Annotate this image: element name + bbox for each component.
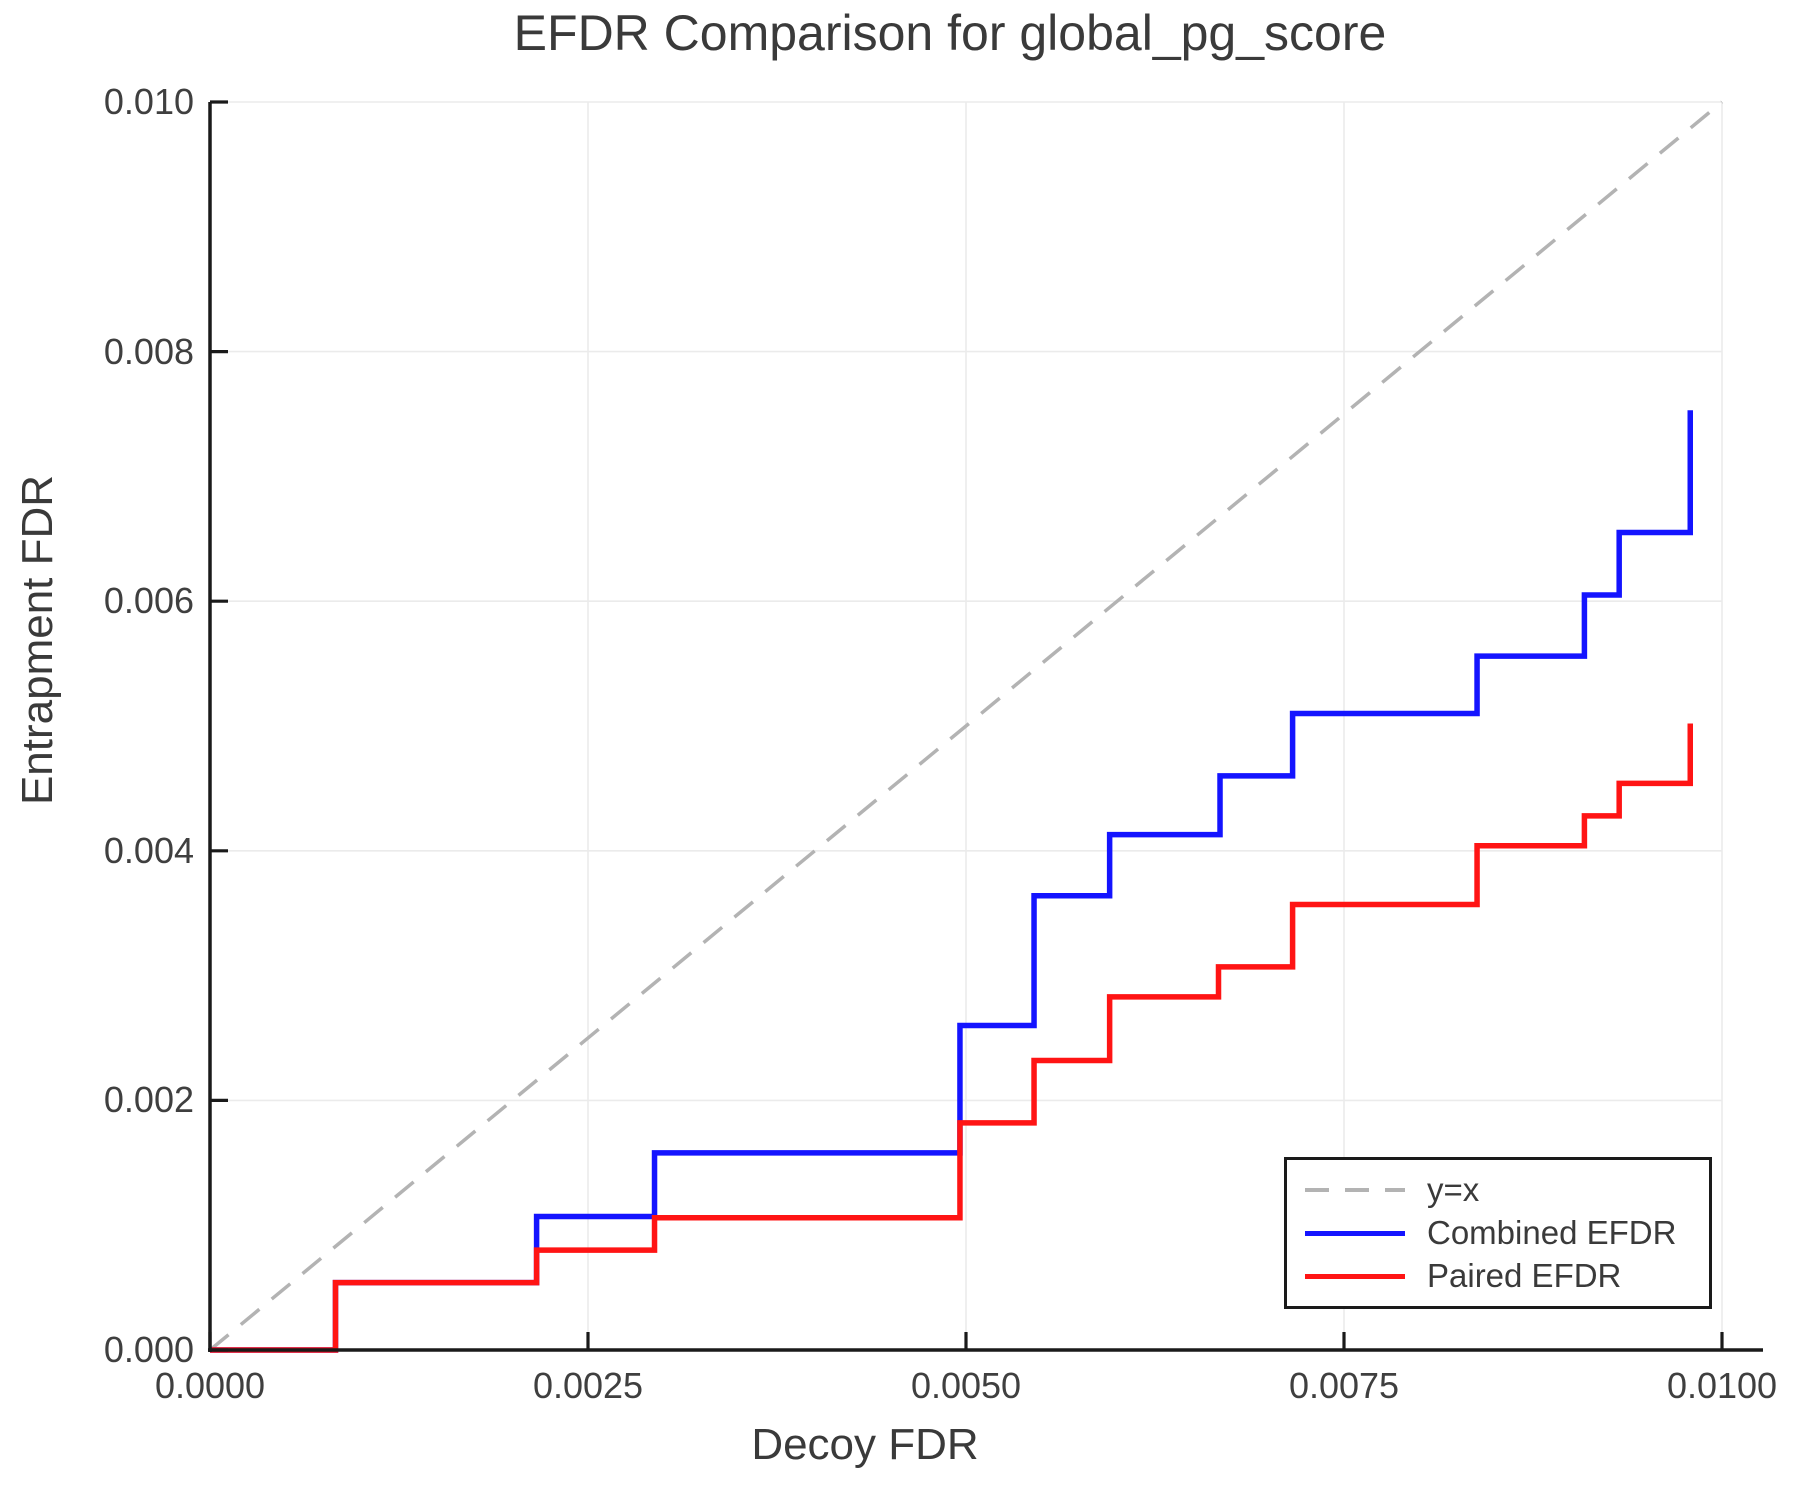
legend-row: Combined EFDR: [1305, 1214, 1709, 1252]
x-tick-label: 0.0100: [1666, 1365, 1778, 1406]
x-tick-label: 0.0000: [154, 1365, 266, 1406]
paired-efdr-line: [210, 723, 1693, 1353]
legend-label: y=x: [1427, 1171, 1480, 1208]
y-tick-label: 0.008: [103, 330, 194, 372]
y-x-line: [208, 100, 1724, 1352]
combined-efdr-line: [210, 410, 1693, 1353]
legend-label: Combined EFDR: [1427, 1214, 1677, 1251]
y-tick-label: 0.000: [103, 1329, 194, 1370]
x-tick-label: 0.0025: [532, 1365, 644, 1406]
y-tick-label: 0.006: [103, 580, 194, 622]
y-axis-label: Entrapment FDR: [13, 474, 62, 806]
y-tick-label: 0.010: [103, 81, 194, 122]
y-tick-label: 0.004: [103, 829, 194, 871]
y-tick-label: 0.002: [103, 1079, 194, 1121]
legend-label: Paired EFDR: [1427, 1257, 1622, 1294]
legend-row: y=x: [1305, 1171, 1709, 1209]
legend-line-swatch: [1305, 1230, 1405, 1236]
legend-line-swatch: [1305, 1273, 1405, 1279]
legend-dashed-line-swatch: [1305, 1188, 1405, 1192]
x-tick-label: 0.0050: [910, 1365, 1022, 1406]
chart-title: EFDR Comparison for global_pg_score: [513, 5, 1387, 61]
x-axis-label: Decoy FDR: [751, 1420, 979, 1469]
legend: y=x Combined EFDR Paired EFDR: [1284, 1157, 1712, 1309]
x-tick-label: 0.0075: [1288, 1365, 1400, 1406]
legend-row: Paired EFDR: [1305, 1257, 1709, 1295]
